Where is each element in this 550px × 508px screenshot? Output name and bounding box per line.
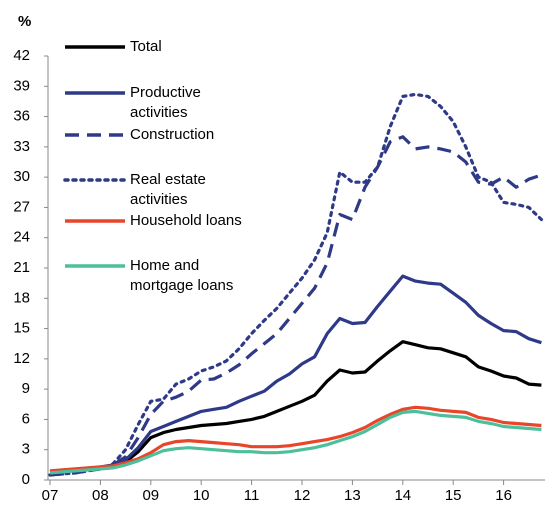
y-tick-label: 15	[13, 320, 30, 337]
x-tick-label: 10	[193, 487, 210, 504]
x-tick-label: 12	[294, 487, 311, 504]
y-tick-label: 24	[13, 229, 30, 246]
series-line	[49, 135, 542, 477]
legend-label: Total	[130, 38, 162, 55]
legend-label: Productive activities	[130, 84, 201, 121]
y-tick-label: 21	[13, 259, 30, 276]
x-tick-label: 08	[92, 487, 109, 504]
y-tick-label: 6	[22, 410, 30, 427]
y-tick-label: 3	[22, 441, 30, 458]
y-tick-label: 12	[13, 350, 30, 367]
x-tick-label: 16	[495, 487, 512, 504]
legend-label: Household loans	[130, 212, 242, 229]
legend-label: Construction	[130, 126, 215, 143]
series-line	[48, 92, 543, 477]
legend-label: Real estate activities	[130, 171, 206, 208]
x-tick-label: 14	[394, 487, 411, 504]
series-line	[49, 274, 542, 474]
series-line	[49, 340, 542, 474]
y-tick-label: 9	[22, 380, 30, 397]
y-tick-label: 36	[13, 108, 30, 125]
y-tick-label: 27	[13, 198, 30, 215]
series-line	[49, 405, 542, 473]
y-tick-label: 33	[13, 138, 30, 155]
y-tick-label: 39	[13, 77, 30, 94]
x-tick-label: 13	[344, 487, 361, 504]
x-tick-label: 15	[445, 487, 462, 504]
series-line	[49, 409, 542, 475]
x-tick-label: 11	[244, 487, 260, 504]
y-tick-label: 30	[13, 168, 30, 185]
y-axis-label: %	[18, 13, 31, 30]
x-tick-label: 07	[42, 487, 59, 504]
legend-label: Home and mortgage loans	[130, 257, 234, 294]
y-tick-label: 42	[13, 47, 30, 64]
y-tick-label: 0	[22, 471, 30, 488]
y-tick-label: 18	[13, 289, 30, 306]
x-tick-label: 09	[142, 487, 159, 504]
